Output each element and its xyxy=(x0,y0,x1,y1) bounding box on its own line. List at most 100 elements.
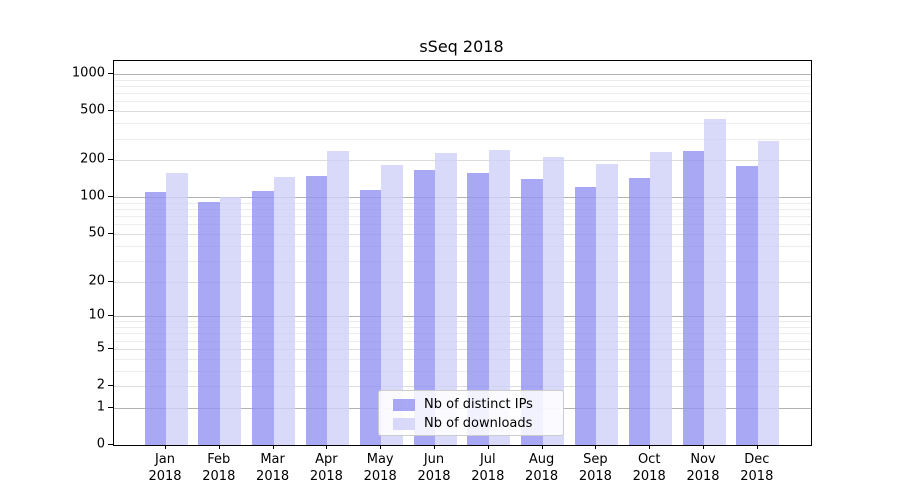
bar-downloads-oct xyxy=(650,152,672,445)
bar-downloads-dec xyxy=(757,140,780,445)
y-tick-mark-1 xyxy=(108,406,113,408)
x-tick-label-mar: Mar 2018 xyxy=(256,452,290,484)
legend: Nb of distinct IPs Nb of downloads xyxy=(378,390,564,436)
bar-distinct-ips-sep xyxy=(574,186,597,445)
gridline-100 xyxy=(114,197,811,199)
y-tick-mark-1000 xyxy=(108,73,113,74)
x-tick-label-aug: Aug 2018 xyxy=(525,452,559,484)
plot-area: Nb of distinct IPs Nb of downloads xyxy=(113,60,812,446)
gridline-70 xyxy=(114,216,811,218)
legend-swatch-distinct-ips xyxy=(393,398,415,411)
bar-distinct-ips-oct xyxy=(628,178,651,445)
x-tick-mark-dec xyxy=(756,445,758,449)
x-tick-label-sep: Sep 2018 xyxy=(578,452,612,484)
y-tick-label-1000: 1000 xyxy=(71,65,105,81)
y-tick-mark-20 xyxy=(108,280,113,282)
gridline-20 xyxy=(114,281,811,283)
y-tick-mark-100 xyxy=(108,196,113,198)
y-tick-label-2: 2 xyxy=(96,377,105,393)
x-tick-mark-oct xyxy=(649,445,651,449)
gridline-2 xyxy=(114,386,811,387)
y-tick-mark-2 xyxy=(108,385,113,386)
x-tick-label-jan: Jan 2018 xyxy=(148,452,182,484)
bar-downloads-jan xyxy=(166,172,188,445)
y-tick-mark-5 xyxy=(108,347,113,349)
gridline-30 xyxy=(114,260,811,262)
y-tick-mark-200 xyxy=(108,159,113,161)
y-tick-label-20: 20 xyxy=(88,273,105,288)
bar-distinct-ips-jan xyxy=(144,192,166,445)
x-tick-mark-mar xyxy=(272,445,274,449)
bar-distinct-ips-aug xyxy=(521,178,543,445)
legend-label-distinct-ips: Nb of distinct IPs xyxy=(424,397,533,412)
chart-title: sSeq 2018 xyxy=(419,37,504,56)
gridline-7 xyxy=(114,333,811,335)
x-tick-label-may: May 2018 xyxy=(363,452,397,484)
bar-distinct-ips-dec xyxy=(736,166,758,445)
x-tick-mark-feb xyxy=(218,445,220,449)
x-tick-mark-jan xyxy=(165,445,166,449)
legend-label-downloads: Nb of downloads xyxy=(424,416,533,431)
y-tick-mark-10 xyxy=(108,315,113,317)
gridline-8 xyxy=(114,327,811,328)
gridline-90 xyxy=(114,202,811,204)
x-tick-label-dec: Dec 2018 xyxy=(740,452,774,484)
x-tick-label-oct: Oct 2018 xyxy=(632,452,666,484)
gridline-700 xyxy=(114,93,811,95)
bar-distinct-ips-apr xyxy=(305,175,328,445)
y-tick-label-50: 50 xyxy=(88,225,105,241)
bar-downloads-mar xyxy=(273,176,296,445)
gridline-300 xyxy=(114,138,811,140)
gridline-9 xyxy=(114,321,811,323)
gridline-200 xyxy=(114,160,811,162)
gridline-400 xyxy=(114,123,811,125)
y-tick-label-5: 5 xyxy=(96,340,105,356)
gridline-50 xyxy=(114,233,811,235)
x-tick-label-feb: Feb 2018 xyxy=(202,452,236,484)
y-tick-label-200: 200 xyxy=(80,151,105,167)
x-tick-label-nov: Nov 2018 xyxy=(686,452,720,484)
gridline-6 xyxy=(114,340,811,342)
gridline-500 xyxy=(114,111,811,113)
bar-downloads-jul xyxy=(488,149,511,445)
bar-distinct-ips-jul xyxy=(467,173,489,445)
y-tick-mark-500 xyxy=(108,110,113,112)
bar-downloads-jun xyxy=(435,152,457,445)
legend-swatch-downloads xyxy=(393,417,415,430)
x-tick-label-jul: Jul 2018 xyxy=(471,452,505,484)
bar-downloads-may xyxy=(381,165,403,445)
x-tick-mark-jul xyxy=(487,445,489,449)
bar-distinct-ips-may xyxy=(359,190,382,445)
gridline-5 xyxy=(114,348,811,350)
x-tick-mark-aug xyxy=(541,445,543,449)
bar-downloads-apr xyxy=(327,150,349,445)
x-tick-mark-jun xyxy=(434,445,435,449)
bar-downloads-sep xyxy=(596,163,618,445)
gridline-4 xyxy=(114,358,811,360)
gridline-600 xyxy=(114,101,811,103)
y-tick-label-10: 10 xyxy=(88,307,105,323)
bar-downloads-feb xyxy=(219,197,242,445)
gridline-60 xyxy=(114,224,811,226)
x-tick-label-jun: Jun 2018 xyxy=(417,452,451,484)
y-tick-mark-50 xyxy=(108,232,113,234)
bar-distinct-ips-feb xyxy=(198,201,220,445)
gridline-40 xyxy=(114,245,811,247)
y-tick-label-500: 500 xyxy=(80,102,105,118)
bar-distinct-ips-nov xyxy=(682,151,704,445)
gridline-10 xyxy=(114,316,811,318)
bar-distinct-ips-jun xyxy=(413,169,435,445)
gridline-80 xyxy=(114,209,811,210)
y-tick-label-100: 100 xyxy=(80,188,105,204)
bar-distinct-ips-mar xyxy=(252,191,274,445)
y-tick-label-1: 1 xyxy=(96,399,105,415)
x-tick-label-apr: Apr 2018 xyxy=(309,452,343,484)
gridline-900 xyxy=(114,79,811,81)
legend-item-downloads: Nb of downloads xyxy=(393,414,555,433)
legend-item-distinct-ips: Nb of distinct IPs xyxy=(393,395,555,414)
y-tick-mark-0 xyxy=(108,444,113,445)
x-tick-mark-sep xyxy=(595,445,597,449)
gridline-800 xyxy=(114,86,811,87)
gridline-3 xyxy=(114,370,811,372)
